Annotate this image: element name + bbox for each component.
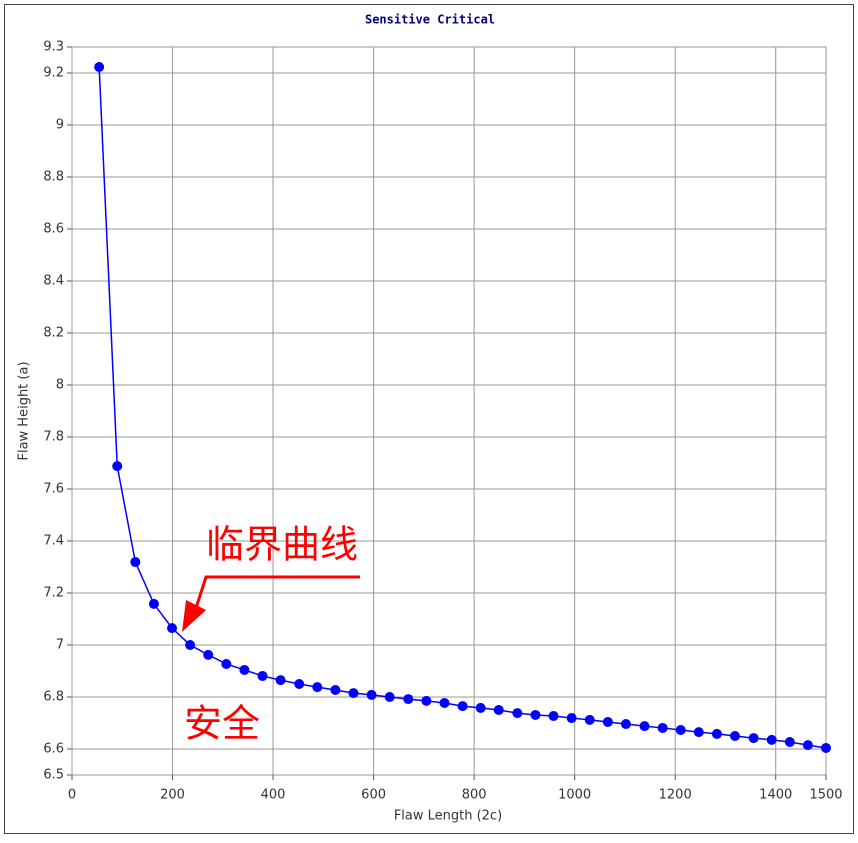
data-point	[94, 62, 105, 73]
data-point	[330, 684, 341, 695]
data-point	[185, 640, 196, 650]
data-point	[548, 710, 559, 721]
data-point	[639, 721, 650, 732]
data-point	[602, 716, 613, 727]
data-point	[275, 675, 286, 686]
x-axis-label: Flaw Length (2c)	[394, 809, 502, 824]
data-point	[620, 719, 631, 730]
data-point	[730, 731, 741, 741]
y-tick-label: 7.8	[43, 430, 64, 445]
y-tick-label: 8	[56, 378, 64, 393]
data-point	[475, 702, 486, 713]
y-axis-label: Flaw Height (a)	[17, 361, 32, 460]
data-point	[512, 708, 523, 719]
data-point	[530, 709, 541, 720]
y-tick-label: 8.2	[43, 326, 64, 341]
y-tick-label: 8.4	[43, 274, 64, 289]
data-point	[421, 695, 432, 706]
annotation: 安全	[184, 702, 260, 746]
data-point	[221, 658, 232, 669]
y-tick-label: 8.6	[43, 222, 64, 237]
x-tick-label: 400	[261, 788, 286, 803]
data-point	[167, 623, 178, 634]
x-tick-label: 600	[361, 788, 386, 803]
data-point	[748, 733, 759, 744]
data-point	[584, 714, 595, 725]
data-point	[711, 728, 722, 739]
data-point	[130, 557, 141, 568]
x-tick-label: 1500	[809, 788, 842, 803]
data-point	[566, 713, 577, 724]
data-point	[821, 742, 831, 753]
data-point	[693, 727, 704, 738]
data-point	[766, 734, 777, 745]
y-tick-label: 6.6	[43, 742, 64, 757]
data-point	[257, 670, 268, 681]
data-point	[439, 697, 450, 708]
y-tick-label: 7	[56, 638, 64, 653]
data-point	[312, 682, 323, 693]
x-tick-label: 800	[462, 788, 487, 803]
data-point	[784, 736, 795, 747]
x-tick-label: 1000	[558, 788, 591, 803]
data-point	[239, 664, 250, 675]
annotation: 临界曲线	[206, 523, 358, 567]
y-tick-label: 7.6	[43, 482, 64, 497]
y-tick-label: 7.2	[43, 586, 64, 601]
data-point	[657, 722, 668, 733]
plot-area	[71, 46, 827, 776]
data-point	[457, 701, 468, 712]
data-point	[112, 461, 123, 472]
y-tick-label: 6.8	[43, 690, 64, 705]
y-tick-label: 8.8	[43, 170, 64, 185]
data-point	[493, 705, 504, 715]
data-point	[403, 694, 414, 705]
annotation-arrowhead	[182, 600, 206, 632]
chart-title: Sensitive Critical	[365, 13, 495, 27]
y-tick-label: 9.3	[43, 40, 64, 55]
data-point	[148, 598, 159, 609]
x-tick-label: 0	[68, 788, 76, 803]
x-tick-label: 1200	[659, 788, 692, 803]
data-point	[203, 649, 214, 660]
data-point	[294, 679, 305, 689]
y-tick-label: 9	[56, 118, 64, 133]
x-tick-label: 200	[160, 788, 185, 803]
annotation-arrow	[194, 575, 360, 609]
data-point	[348, 688, 359, 699]
data-point	[675, 725, 686, 736]
y-tick-label: 6.5	[43, 768, 64, 783]
x-tick-label: 1400	[759, 788, 792, 803]
y-tick-label: 7.4	[43, 534, 64, 549]
data-point	[802, 740, 813, 751]
y-tick-label: 9.2	[43, 66, 64, 81]
data-point	[384, 692, 395, 702]
data-point	[366, 689, 377, 700]
